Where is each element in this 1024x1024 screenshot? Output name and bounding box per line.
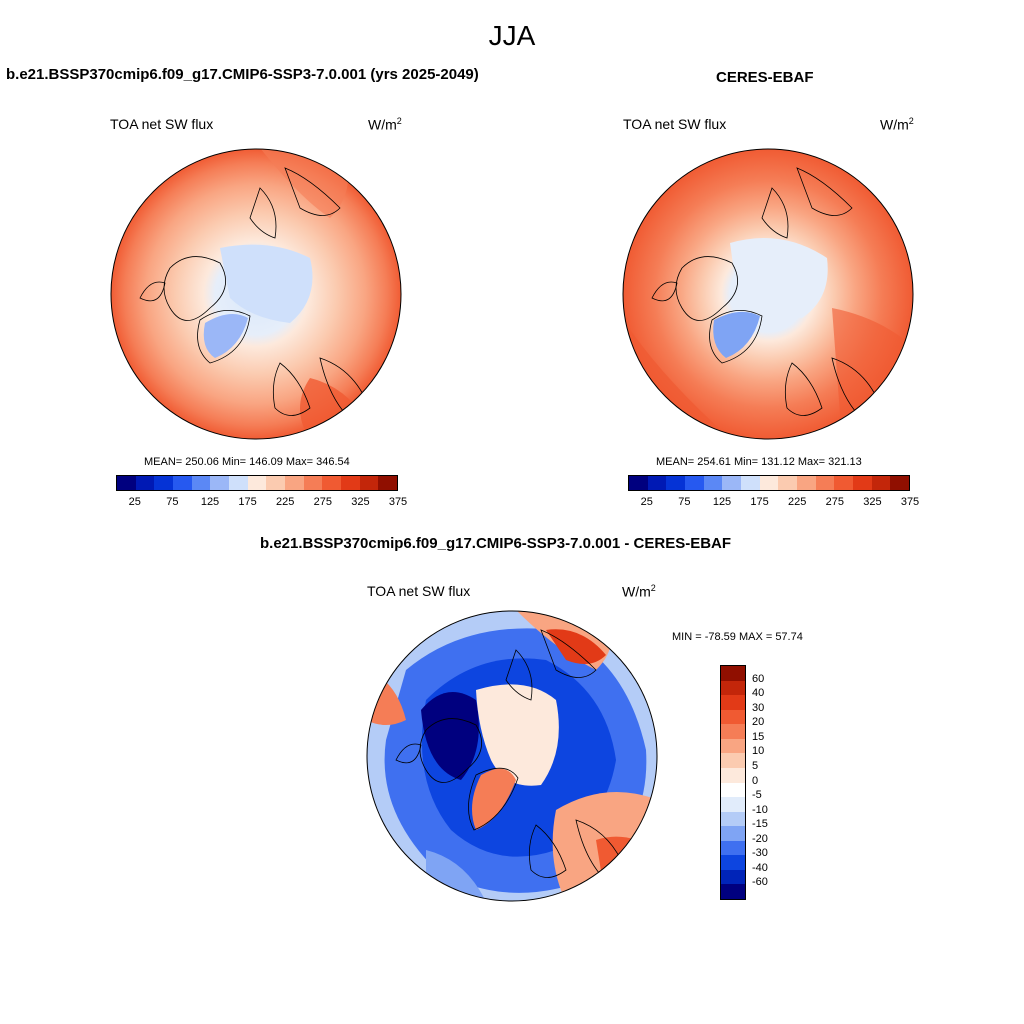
panel-3-colorbar <box>720 665 746 900</box>
panel-2-stats: MEAN= 254.61 Min= 131.12 Max= 321.13 <box>656 456 862 468</box>
panel-1-map <box>110 148 402 440</box>
panel-3-colorbar-tick-label: -5 <box>752 789 762 802</box>
panel-3-colorbar-box <box>721 855 745 870</box>
panel-3-colorbar-box <box>721 738 745 754</box>
panel-2-colorbar-tick-label: 25 <box>640 496 653 508</box>
panel-2-colorbar-box <box>703 476 723 490</box>
panel-2-colorbar-box <box>797 476 816 490</box>
panel-3-colorbar-box <box>721 767 745 783</box>
panel-1-colorbar-tick-label: 25 <box>128 496 141 508</box>
panel-2-colorbar-tick-label: 125 <box>712 496 732 508</box>
panel-3-colorbar-tick-label: -20 <box>752 832 768 845</box>
panel-3-colorbar-box <box>721 884 745 899</box>
panel-3-colorbar-tick-label: -30 <box>752 847 768 860</box>
panel-2-colorbar-box <box>815 476 835 490</box>
panel-2-field-label: TOA net SW flux <box>623 116 727 132</box>
panel-2-colorbar-box <box>722 476 742 490</box>
panel-2-colorbar-tick-label: 325 <box>863 496 882 508</box>
panel-2-colorbar <box>628 475 910 491</box>
figure-title: JJA <box>488 20 536 51</box>
panel-3-colorbar-tick-label: 15 <box>752 730 765 743</box>
panel-3-colorbar-tick-label: 60 <box>752 672 765 685</box>
panel-2-colorbar-tick-label: 175 <box>750 496 769 508</box>
panel-1-colorbar-box <box>341 476 360 490</box>
panel-2-colorbar-box <box>853 476 872 490</box>
panel-1-colorbar-box <box>378 476 398 490</box>
panel-3-colorbar-box <box>721 797 745 812</box>
panel-1-colorbar-tick-label: 125 <box>200 496 220 508</box>
panel-1-colorbar-tick-label: 75 <box>166 496 179 508</box>
panel-1-colorbar-tick-label: 225 <box>276 496 295 508</box>
panel-3-colorbar-box <box>721 782 745 798</box>
panel-1-field-label: TOA net SW flux <box>110 116 214 132</box>
panel-3-colorbar-tick-label: -15 <box>752 818 768 831</box>
panel-1-colorbar-box <box>117 476 136 490</box>
panel-1-colorbar-tick-label: 375 <box>388 496 408 508</box>
panel-1-colorbar-box <box>135 476 155 490</box>
panel-1-colorbar-tick-label: 325 <box>351 496 370 508</box>
panel-2-colorbar-tick-label: 225 <box>788 496 807 508</box>
panel-1-colorbar-box <box>359 476 379 490</box>
panel-1-colorbar-box <box>285 476 304 490</box>
panel-2-colorbar-box <box>741 476 760 490</box>
panel-3-colorbar-tick-label: 30 <box>752 701 765 714</box>
panel-3-field-label: TOA net SW flux <box>367 583 471 599</box>
panel-3-colorbar-box <box>721 869 745 885</box>
panel-2-colorbar-box <box>685 476 704 490</box>
panel-3-map <box>366 610 658 902</box>
panel-1-colorbar-box <box>229 476 248 490</box>
panel-2-colorbar-tick-label: 375 <box>900 496 920 508</box>
panel-3-colorbar-tick-label: -40 <box>752 861 768 874</box>
panel-3-title: b.e21.BSSP370cmip6.f09_g17.CMIP6-SSP3-7.… <box>260 535 732 552</box>
panel-3-colorbar-tick-label: 5 <box>752 759 759 772</box>
panel-1-colorbar <box>116 475 398 491</box>
panel-3-colorbar-box <box>721 826 745 841</box>
panel-2-units-label: W/m2 <box>880 116 914 133</box>
panel-2-colorbar-box <box>778 476 798 490</box>
panel-1-units-label: W/m2 <box>368 116 402 133</box>
panel-2-map <box>622 148 914 440</box>
panel-1-colorbar-box <box>173 476 192 490</box>
panel-3-colorbar-box <box>721 680 745 696</box>
panel-1-colorbar-box <box>303 476 323 490</box>
panel-2-title: CERES-EBAF <box>716 69 814 86</box>
panel-3-colorbar-tick-label: -10 <box>752 803 768 816</box>
panel-3-colorbar-tick-label: 40 <box>752 687 765 700</box>
panel-2-colorbar-box <box>759 476 779 490</box>
panel-3-colorbar-tick-label: 10 <box>752 745 765 758</box>
panel-1-colorbar-box <box>247 476 267 490</box>
panel-2-colorbar-box <box>666 476 686 490</box>
panel-3-stats: MIN = -78.59 MAX = 57.74 <box>672 631 803 643</box>
panel-3-colorbar-tick-label: 20 <box>752 716 765 729</box>
panel-1-colorbar-tick-label: 275 <box>313 496 332 508</box>
panel-2-colorbar-labels: 25 75 125 175 225 275 325 375 <box>628 496 920 510</box>
panel-1-colorbar-box <box>322 476 342 490</box>
panel-1-stats: MEAN= 250.06 Min= 146.09 Max= 346.54 <box>144 456 350 468</box>
panel-1-colorbar-box <box>191 476 211 490</box>
panel-2-colorbar-box <box>629 476 648 490</box>
panel-1-colorbar-box <box>210 476 230 490</box>
panel-3-colorbar-box <box>721 753 745 768</box>
panel-3-colorbar-tick-label: -60 <box>752 876 768 889</box>
panel-3-colorbar-box <box>721 811 745 827</box>
panel-2-colorbar-box <box>871 476 891 490</box>
panel-3-colorbar-box <box>721 840 745 856</box>
panel-3-colorbar-tick-label: 0 <box>752 774 759 787</box>
panel-1-title: b.e21.BSSP370cmip6.f09_g17.CMIP6-SSP3-7.… <box>6 66 479 83</box>
panel-1-colorbar-box <box>266 476 286 490</box>
panel-1-colorbar-tick-label: 175 <box>238 496 257 508</box>
panel-3-colorbar-box <box>721 695 745 710</box>
panel-1-colorbar-labels: 25 75 125 175 225 275 325 375 <box>116 496 408 510</box>
panel-2-colorbar-tick-label: 275 <box>825 496 844 508</box>
panel-2-colorbar-box <box>834 476 854 490</box>
panel-2-colorbar-tick-label: 75 <box>678 496 691 508</box>
panel-3-colorbar-box <box>721 666 745 681</box>
panel-2-colorbar-box <box>647 476 667 490</box>
panel-3-units-label: W/m2 <box>622 583 656 600</box>
panel-1-colorbar-box <box>154 476 174 490</box>
panel-2-colorbar-box <box>890 476 910 490</box>
panel-3-colorbar-box <box>721 724 745 739</box>
panel-3-colorbar-box <box>721 709 745 725</box>
panel-3-colorbar-labels: 60 40 30 20 15 10 5 0 -5 -10 -15 -20 -30 -40 -60 <box>752 665 782 898</box>
